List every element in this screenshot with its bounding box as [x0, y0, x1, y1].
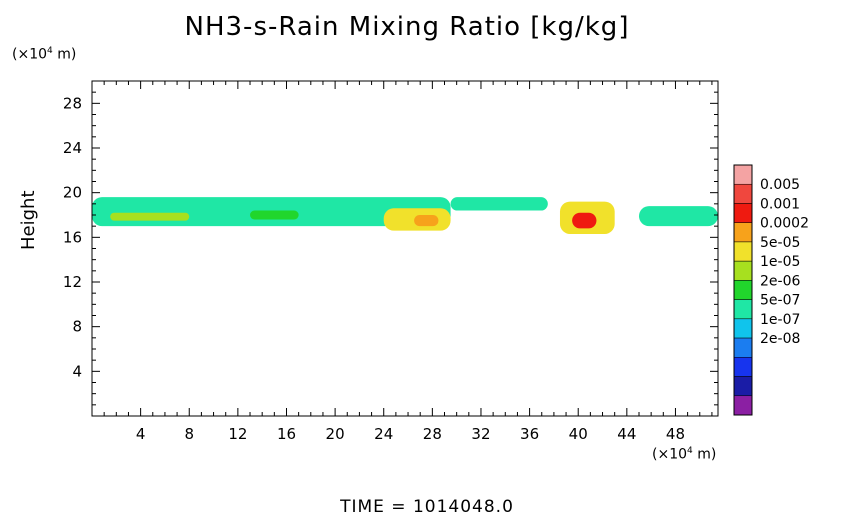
colorbar-swatch — [733, 164, 753, 185]
colorbar-label: 1e-05 — [760, 254, 800, 270]
x-tick-label: 36 — [520, 425, 539, 443]
x-tick-label: 12 — [228, 425, 247, 443]
data-region-5 — [450, 197, 548, 211]
x-axis-unit: (×104 m) — [652, 446, 717, 463]
colorbar-label: 5e-07 — [760, 293, 800, 309]
time-footer: TIME = 1014048.0 — [340, 497, 514, 517]
colorbar-frame — [733, 164, 753, 416]
data-region-7 — [572, 212, 597, 229]
y-tick-label: 8 — [72, 318, 82, 336]
x-tick-label: 44 — [617, 425, 636, 443]
colorbar-label: 2e-08 — [760, 331, 800, 347]
data-region-4 — [414, 215, 439, 227]
colorbar-swatch — [733, 222, 753, 243]
y-tick-label: 12 — [63, 273, 82, 291]
colorbar-swatch — [733, 280, 753, 300]
data-region-1 — [110, 212, 190, 221]
colorbar-swatch — [733, 318, 753, 339]
x-tick-label: 20 — [326, 425, 345, 443]
colorbar-swatch — [733, 357, 753, 377]
colorbar-swatch — [733, 260, 753, 281]
data-region-2 — [250, 210, 299, 220]
colorbar-label: 0.001 — [760, 196, 800, 212]
colorbar-swatch — [733, 299, 753, 320]
y-tick-label: 28 — [63, 94, 82, 112]
data-region-8 — [638, 206, 718, 227]
chart-title: NH3-s-Rain Mixing Ratio [kg/kg] — [184, 12, 630, 42]
colorbar-swatch — [733, 241, 753, 262]
colorbar-swatch — [733, 203, 753, 223]
colorbar-label: 0.005 — [760, 177, 800, 193]
x-tick-label: 4 — [136, 425, 146, 443]
y-tick-label: 16 — [63, 228, 82, 246]
colorbar-label: 1e-07 — [760, 312, 800, 328]
y-axis-unit: (×104 m) — [12, 46, 77, 63]
y-tick-label: 24 — [63, 139, 82, 157]
colorbar-label: 0.0002 — [760, 216, 809, 232]
colorbar-swatch — [733, 376, 753, 397]
colorbar-swatch — [733, 183, 753, 204]
x-tick-label: 24 — [374, 425, 393, 443]
colorbar-swatch — [733, 395, 753, 416]
colorbar-swatch — [733, 337, 753, 358]
x-tick-label: 8 — [184, 425, 194, 443]
plot-frame — [91, 80, 719, 417]
colorbar-label: 2e-06 — [760, 273, 800, 289]
y-tick-label: 20 — [63, 184, 82, 202]
x-tick-label: 32 — [471, 425, 490, 443]
y-tick-label: 4 — [72, 362, 82, 380]
x-tick-label: 48 — [666, 425, 685, 443]
x-tick-label: 40 — [569, 425, 588, 443]
x-tick-label: 28 — [423, 425, 442, 443]
x-tick-label: 16 — [277, 425, 296, 443]
colorbar-label: 5e-05 — [760, 235, 800, 251]
